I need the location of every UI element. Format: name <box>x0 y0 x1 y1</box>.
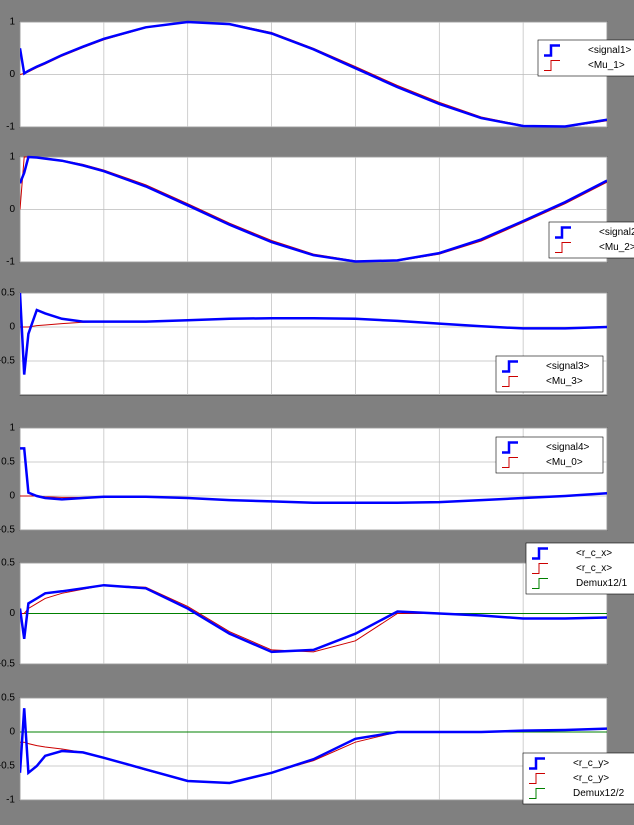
y-tick-label: 0.5 <box>1 558 15 569</box>
y-tick-label: 0.5 <box>1 288 15 299</box>
legend-box <box>525 542 634 595</box>
legend-swatch <box>555 242 571 253</box>
legend-label: <Mu_1> <box>588 60 625 71</box>
plot-area <box>19 697 608 801</box>
legend-label: <signal2> <box>599 227 634 238</box>
y-tick-label: -0.5 <box>0 525 15 536</box>
legend-label: <r_c_y> <box>573 773 609 784</box>
legend-label: <signal1> <box>588 45 632 56</box>
legend-swatch <box>532 563 548 574</box>
series-line <box>20 447 607 505</box>
y-tick-label: -1 <box>6 257 15 268</box>
legend-label: <signal4> <box>546 442 590 453</box>
series-line <box>20 20 607 128</box>
y-tick-label: 0.5 <box>1 457 15 468</box>
y-tick-label: 0.5 <box>1 693 15 704</box>
y-tick-label: -0.5 <box>0 356 15 367</box>
legend-box <box>522 752 634 805</box>
y-tick-label: 0 <box>9 608 15 619</box>
legend-swatch <box>529 773 545 784</box>
y-tick-label: -1 <box>6 795 15 806</box>
legend-swatch <box>532 547 548 560</box>
legend-label: <Mu_3> <box>546 376 583 387</box>
legend-swatch <box>544 60 560 71</box>
y-tick-label: 1 <box>9 152 15 163</box>
legend-swatch <box>502 360 518 373</box>
series-line <box>20 292 607 375</box>
legend-label: Demux12/2 <box>573 788 625 799</box>
series-line <box>20 155 607 263</box>
legend-swatch <box>544 44 560 57</box>
legend-swatch <box>529 757 545 770</box>
y-tick-label: 0 <box>9 491 15 502</box>
legend-swatch <box>555 226 571 239</box>
legend-swatch <box>502 441 518 454</box>
y-tick-label: -0.5 <box>0 761 15 772</box>
legend-label: Demux12/1 <box>576 578 628 589</box>
y-tick-label: 0 <box>9 322 15 333</box>
legend-swatch <box>529 788 545 799</box>
legend-label: <r_c_y> <box>573 758 609 769</box>
y-tick-label: 0 <box>9 204 15 215</box>
legend-label: <signal3> <box>546 361 590 372</box>
legend-label: <r_c_x> <box>576 563 612 574</box>
legend-swatch <box>532 578 548 589</box>
legend-swatch <box>502 376 518 387</box>
legend-label: <r_c_x> <box>576 548 612 559</box>
y-tick-label: -0.5 <box>0 659 15 670</box>
y-tick-label: 1 <box>9 17 15 28</box>
legend-label: <Mu_0> <box>546 457 583 468</box>
series-line <box>20 708 607 785</box>
legend-label: <Mu_2> <box>599 242 634 253</box>
y-tick-label: 1 <box>9 423 15 434</box>
y-tick-label: 0 <box>9 69 15 80</box>
series-line <box>20 583 607 654</box>
y-tick-label: 0 <box>9 727 15 738</box>
y-tick-label: -1 <box>6 122 15 133</box>
legend-swatch <box>502 457 518 468</box>
